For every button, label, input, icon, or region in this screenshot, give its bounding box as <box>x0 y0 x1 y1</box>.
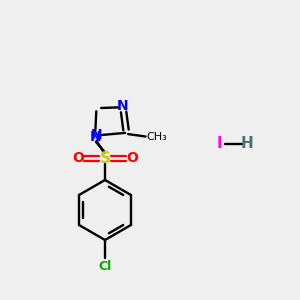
Text: N: N <box>90 130 102 144</box>
Text: Cl: Cl <box>98 260 112 272</box>
Text: O: O <box>72 152 84 165</box>
Text: H: H <box>241 136 254 152</box>
Text: N: N <box>91 128 102 142</box>
Text: N: N <box>116 100 128 113</box>
Text: S: S <box>100 151 110 166</box>
Text: I: I <box>216 136 222 152</box>
Text: O: O <box>126 152 138 165</box>
Text: CH₃: CH₃ <box>147 131 167 142</box>
